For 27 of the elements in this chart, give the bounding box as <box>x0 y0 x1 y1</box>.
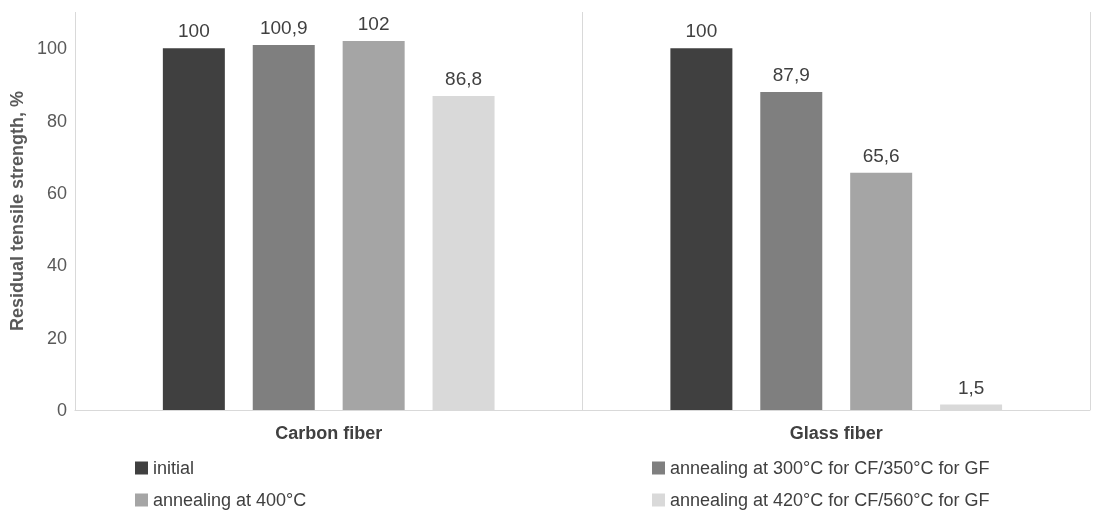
legend-label: annealing at 420°C for CF/560°C for GF <box>670 490 990 510</box>
data-label: 87,9 <box>772 63 810 85</box>
bar <box>670 48 733 410</box>
y-tick-label: 40 <box>46 255 67 276</box>
bar <box>850 172 913 410</box>
bar <box>342 40 405 410</box>
x-tick-label: Carbon fiber <box>275 423 383 443</box>
data-label: 100 <box>685 20 718 42</box>
y-tick-label: 60 <box>46 182 67 203</box>
y-tick-label: 100 <box>36 38 67 59</box>
data-label: 65,6 <box>862 144 900 166</box>
data-label: 102 <box>357 12 390 34</box>
data-label: 1,5 <box>957 376 985 398</box>
y-tick-label: 20 <box>46 327 67 348</box>
legend-label: annealing at 300°C for CF/350°C for GF <box>670 458 990 478</box>
data-label: 100 <box>178 20 210 42</box>
x-tick-label: Glass fiber <box>789 423 883 443</box>
y-axis-title: Residual tensile strength, % <box>7 90 27 332</box>
y-tick-label: 0 <box>56 400 67 420</box>
data-label: 86,8 <box>445 67 483 89</box>
bar <box>252 44 315 410</box>
y-tick-label: 80 <box>46 110 67 131</box>
bar <box>162 48 225 410</box>
legend-label: annealing at 400°C <box>153 490 307 510</box>
data-label: 100,9 <box>259 16 308 38</box>
legend-label: initial <box>153 458 195 478</box>
bar <box>760 91 823 410</box>
